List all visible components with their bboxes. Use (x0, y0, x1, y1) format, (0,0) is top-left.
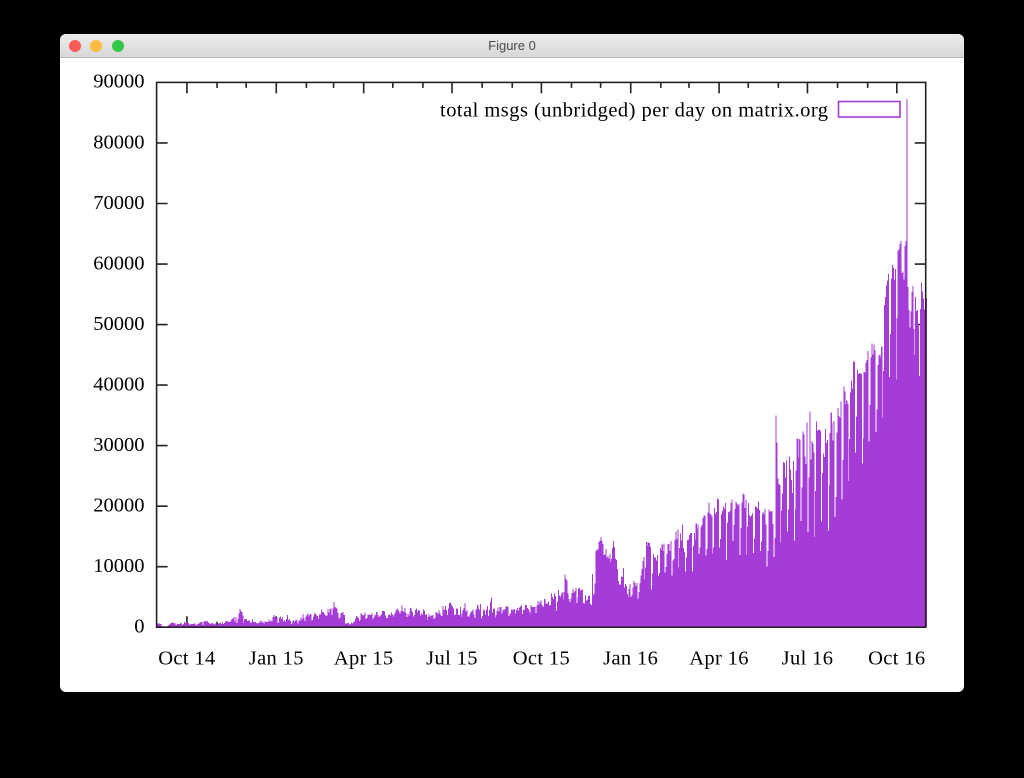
svg-text:Jul 15: Jul 15 (426, 647, 478, 669)
svg-text:30000: 30000 (93, 434, 144, 456)
svg-text:total msgs (unbridged) per day: total msgs (unbridged) per day on matrix… (440, 100, 828, 122)
svg-text:40000: 40000 (93, 373, 144, 395)
svg-text:Oct 16: Oct 16 (868, 647, 925, 669)
svg-text:80000: 80000 (93, 131, 144, 153)
svg-text:Apr 16: Apr 16 (689, 647, 749, 669)
svg-text:Jan 15: Jan 15 (249, 647, 304, 669)
svg-text:Oct 15: Oct 15 (513, 647, 570, 669)
svg-text:60000: 60000 (93, 252, 144, 274)
svg-text:Jul 16: Jul 16 (782, 647, 834, 669)
svg-text:50000: 50000 (93, 313, 144, 335)
svg-text:Jan 16: Jan 16 (603, 647, 658, 669)
svg-text:70000: 70000 (93, 192, 144, 214)
svg-text:Apr 15: Apr 15 (334, 647, 394, 669)
svg-text:20000: 20000 (93, 494, 144, 516)
svg-text:90000: 90000 (93, 71, 144, 93)
svg-text:Oct 14: Oct 14 (158, 647, 215, 669)
svg-text:10000: 10000 (93, 555, 144, 577)
svg-text:0: 0 (134, 616, 144, 638)
